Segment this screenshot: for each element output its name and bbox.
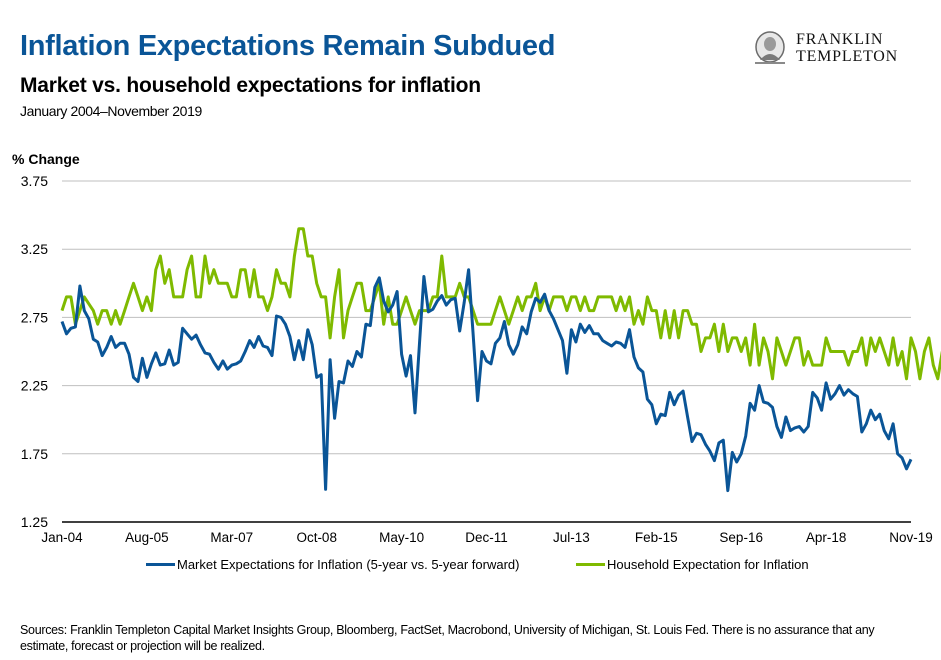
x-tick-label: Jan-04 bbox=[41, 530, 83, 545]
x-tick-label: May-10 bbox=[379, 530, 424, 545]
legend-label-household: Household Expectation for Inflation bbox=[607, 557, 809, 572]
legend-item-market: Market Expectations for Inflation (5-yea… bbox=[146, 557, 519, 572]
y-tick-label: 1.75 bbox=[21, 446, 48, 462]
logo-line-1: FRANKLIN bbox=[796, 31, 884, 48]
series-line-market-expectations bbox=[60, 268, 913, 493]
y-tick-label: 3.75 bbox=[21, 173, 48, 189]
legend-item-household: Household Expectation for Inflation bbox=[576, 557, 809, 572]
x-tick-label: Feb-15 bbox=[635, 530, 678, 545]
y-tick-label: 1.25 bbox=[21, 514, 48, 530]
x-tick-label: Sep-16 bbox=[719, 530, 763, 545]
benjamin-franklin-portrait-icon bbox=[755, 31, 785, 64]
series-line-household-expectation bbox=[60, 227, 941, 381]
line-chart: 1.25 1.75 2.25 2.75 3.25 3.75 Jan-04 Aug-05 Mar… bbox=[21, 173, 941, 545]
y-tick-label: 2.25 bbox=[21, 378, 48, 394]
y-tick-label: 2.75 bbox=[21, 309, 48, 325]
x-tick-label: Nov-19 bbox=[889, 530, 933, 545]
x-tick-label: Oct-08 bbox=[296, 530, 337, 545]
y-axis-label: % Change bbox=[12, 151, 80, 167]
x-tick-label: Mar-07 bbox=[210, 530, 253, 545]
x-tick-label: Aug-05 bbox=[125, 530, 169, 545]
chart-legend: Market Expectations for Inflation (5-yea… bbox=[146, 557, 846, 575]
legend-label-market: Market Expectations for Inflation (5-yea… bbox=[177, 557, 520, 572]
date-range: January 2004–November 2019 bbox=[20, 103, 202, 119]
x-tick-label: Dec-11 bbox=[465, 530, 508, 545]
legend-swatch-market bbox=[146, 563, 175, 566]
chart-title: Inflation Expectations Remain Subdued bbox=[20, 30, 556, 62]
franklin-templeton-logo: FRANKLIN TEMPLETON bbox=[752, 30, 937, 66]
logo-line-2: TEMPLETON bbox=[796, 48, 899, 65]
x-tick-label: Apr-18 bbox=[806, 530, 847, 545]
chart-subtitle: Market vs. household expectations for in… bbox=[20, 74, 481, 97]
legend-swatch-household bbox=[576, 563, 605, 566]
y-tick-label: 3.25 bbox=[21, 241, 48, 257]
x-tick-label: Jul-13 bbox=[553, 530, 590, 545]
sources-footnote: Sources: Franklin Templeton Capital Mark… bbox=[20, 623, 875, 653]
